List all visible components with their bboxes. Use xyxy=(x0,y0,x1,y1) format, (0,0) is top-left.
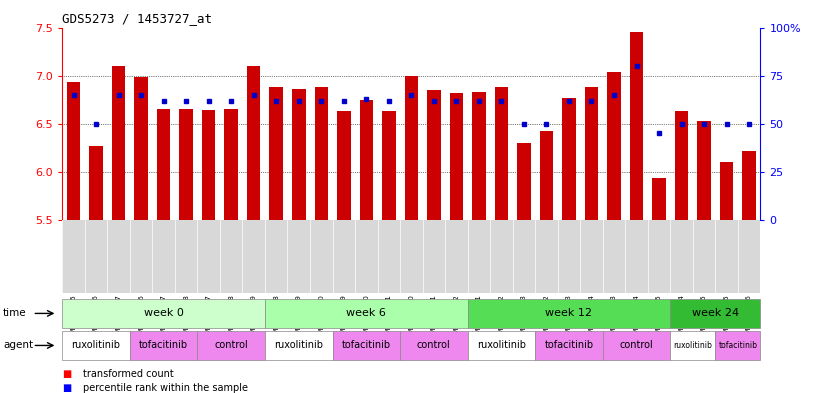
Bar xyxy=(630,32,643,220)
Text: week 6: week 6 xyxy=(347,309,386,318)
Text: time: time xyxy=(3,309,27,318)
Text: control: control xyxy=(214,340,248,351)
Bar xyxy=(607,72,621,220)
Bar xyxy=(337,111,351,220)
Bar xyxy=(292,89,306,220)
Bar xyxy=(360,100,373,220)
Text: ruxolitinib: ruxolitinib xyxy=(274,340,323,351)
Text: percentile rank within the sample: percentile rank within the sample xyxy=(83,383,248,393)
Text: ■: ■ xyxy=(62,369,71,379)
Bar xyxy=(157,109,170,220)
Bar xyxy=(247,66,260,220)
Bar xyxy=(314,87,328,220)
Text: week 0: week 0 xyxy=(144,309,184,318)
Bar xyxy=(405,75,418,220)
Bar xyxy=(652,178,666,220)
Text: ruxolitinib: ruxolitinib xyxy=(477,340,526,351)
Bar xyxy=(494,87,509,220)
Bar xyxy=(539,132,553,220)
Bar xyxy=(742,151,756,220)
Bar xyxy=(450,93,463,220)
Text: transformed count: transformed count xyxy=(83,369,174,379)
Bar xyxy=(202,110,215,220)
Text: control: control xyxy=(417,340,450,351)
Bar xyxy=(90,146,103,220)
Bar xyxy=(112,66,125,220)
Bar xyxy=(427,90,440,220)
Text: tofacitinib: tofacitinib xyxy=(544,340,593,351)
Text: agent: agent xyxy=(3,340,33,351)
Bar xyxy=(675,111,688,220)
Text: tofacitinib: tofacitinib xyxy=(342,340,391,351)
Bar xyxy=(472,92,485,220)
Text: ■: ■ xyxy=(62,383,71,393)
Bar xyxy=(517,143,531,220)
Text: GDS5273 / 1453727_at: GDS5273 / 1453727_at xyxy=(62,12,213,25)
Text: tofacitinib: tofacitinib xyxy=(139,340,188,351)
Text: control: control xyxy=(620,340,653,351)
Text: ruxolitinib: ruxolitinib xyxy=(71,340,120,351)
Bar xyxy=(66,83,81,220)
Bar xyxy=(382,111,396,220)
Bar xyxy=(179,109,193,220)
Text: week 24: week 24 xyxy=(691,309,739,318)
Bar xyxy=(563,98,576,220)
Text: ruxolitinib: ruxolitinib xyxy=(673,341,712,350)
Bar xyxy=(697,121,711,220)
Text: week 12: week 12 xyxy=(545,309,593,318)
Text: tofacitinib: tofacitinib xyxy=(718,341,757,350)
Bar xyxy=(135,77,148,220)
Bar xyxy=(585,87,598,220)
Bar xyxy=(269,87,283,220)
Bar xyxy=(224,109,238,220)
Bar xyxy=(720,162,733,220)
